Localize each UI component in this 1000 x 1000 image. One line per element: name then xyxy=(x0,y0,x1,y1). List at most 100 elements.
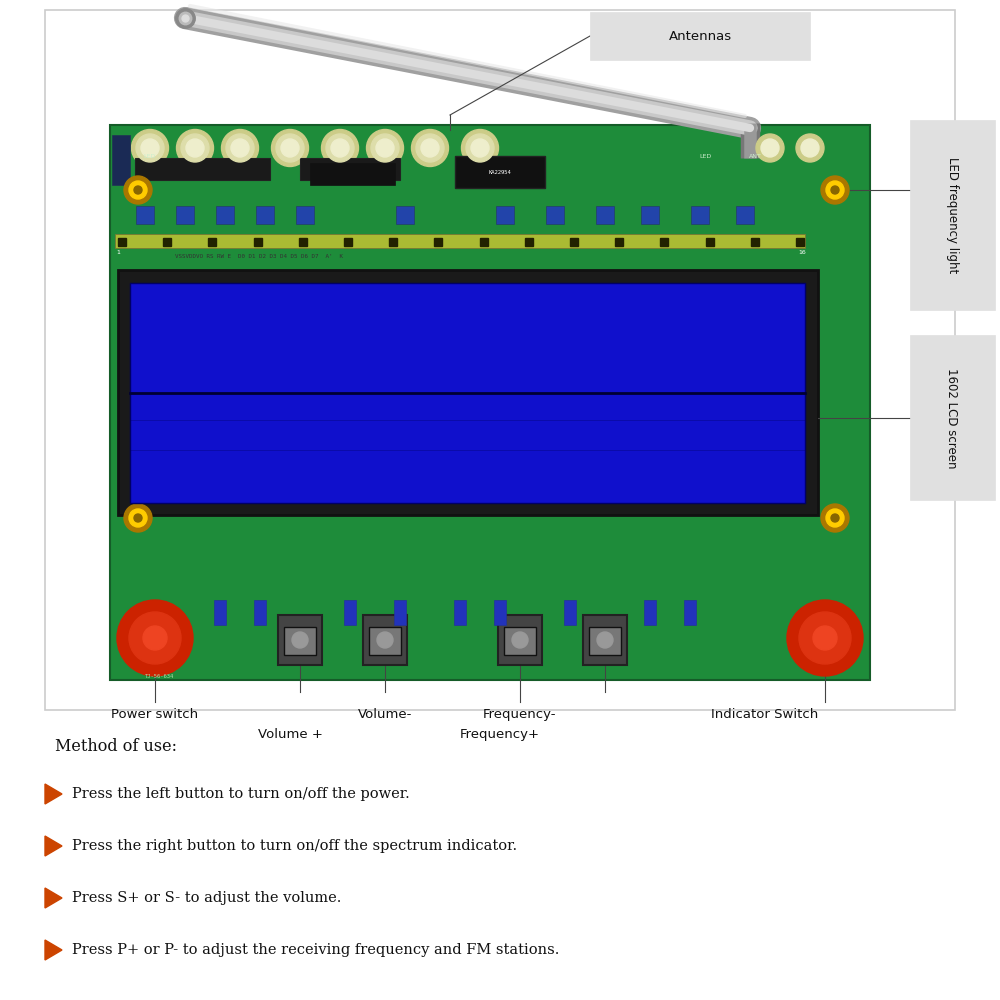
Text: Antennas: Antennas xyxy=(668,29,732,42)
Bar xyxy=(176,206,194,224)
Text: 16: 16 xyxy=(798,250,806,255)
Bar xyxy=(118,238,126,246)
Circle shape xyxy=(132,129,168,166)
Circle shape xyxy=(117,600,193,676)
Bar xyxy=(208,238,216,246)
Bar xyxy=(299,238,307,246)
Polygon shape xyxy=(45,836,62,856)
FancyBboxPatch shape xyxy=(590,12,810,60)
Circle shape xyxy=(466,134,494,162)
Text: 1: 1 xyxy=(116,250,120,255)
Bar xyxy=(254,238,262,246)
Circle shape xyxy=(124,504,152,532)
Polygon shape xyxy=(45,940,62,960)
Circle shape xyxy=(421,139,439,157)
Text: Indicator Switch: Indicator Switch xyxy=(711,708,819,721)
Circle shape xyxy=(787,600,863,676)
Circle shape xyxy=(831,514,839,522)
Bar xyxy=(118,270,818,515)
Text: ANT: ANT xyxy=(749,154,761,159)
Circle shape xyxy=(143,626,167,650)
Circle shape xyxy=(412,129,448,166)
Text: Power switch: Power switch xyxy=(111,708,199,721)
Text: KA22954: KA22954 xyxy=(489,170,511,175)
Bar xyxy=(136,206,154,224)
Circle shape xyxy=(512,632,528,648)
Bar xyxy=(394,600,406,625)
Circle shape xyxy=(322,129,358,166)
Bar xyxy=(216,206,234,224)
Bar xyxy=(455,156,545,188)
Bar xyxy=(110,125,870,680)
Text: TJ-56-634: TJ-56-634 xyxy=(145,674,174,679)
Circle shape xyxy=(292,632,308,648)
Bar xyxy=(736,206,754,224)
Circle shape xyxy=(376,139,394,157)
Bar xyxy=(256,206,274,224)
Bar xyxy=(691,206,709,224)
Circle shape xyxy=(141,139,159,157)
Bar xyxy=(644,600,656,625)
Circle shape xyxy=(134,186,142,194)
Circle shape xyxy=(796,134,824,162)
Circle shape xyxy=(326,134,354,162)
Bar xyxy=(525,238,533,246)
Circle shape xyxy=(462,129,498,166)
Text: Frequency-: Frequency- xyxy=(483,708,557,721)
Circle shape xyxy=(134,514,142,522)
Bar xyxy=(278,615,322,665)
Polygon shape xyxy=(45,888,62,908)
Bar xyxy=(564,600,576,625)
Bar xyxy=(344,600,356,625)
Bar xyxy=(796,238,804,246)
Bar xyxy=(494,600,506,625)
Circle shape xyxy=(181,134,209,162)
Bar xyxy=(45,10,955,710)
Circle shape xyxy=(756,134,784,162)
FancyBboxPatch shape xyxy=(910,120,995,310)
Bar xyxy=(684,600,696,625)
Text: LED: LED xyxy=(699,154,711,159)
Text: 1602 LCD screen: 1602 LCD screen xyxy=(946,368,958,468)
Bar xyxy=(480,238,488,246)
Polygon shape xyxy=(45,784,62,804)
Bar xyxy=(641,206,659,224)
Circle shape xyxy=(801,139,819,157)
Bar xyxy=(310,163,395,185)
Circle shape xyxy=(371,134,399,162)
Bar xyxy=(454,600,466,625)
Circle shape xyxy=(331,139,349,157)
Circle shape xyxy=(821,504,849,532)
Circle shape xyxy=(176,129,214,166)
Bar xyxy=(498,615,542,665)
Circle shape xyxy=(136,134,164,162)
Bar xyxy=(115,234,805,248)
Circle shape xyxy=(416,134,444,162)
Bar xyxy=(369,627,401,655)
Circle shape xyxy=(231,139,249,157)
Text: Press P+ or P- to adjust the receiving frequency and FM stations.: Press P+ or P- to adjust the receiving f… xyxy=(72,943,559,957)
Bar xyxy=(434,238,442,246)
Circle shape xyxy=(276,134,304,162)
Bar xyxy=(496,206,514,224)
Circle shape xyxy=(129,181,147,199)
Circle shape xyxy=(186,139,204,157)
Bar xyxy=(284,627,316,655)
Circle shape xyxy=(366,129,404,166)
Circle shape xyxy=(799,612,851,664)
Circle shape xyxy=(226,134,254,162)
Circle shape xyxy=(761,139,779,157)
Bar xyxy=(660,238,668,246)
Circle shape xyxy=(124,176,152,204)
Text: Volume-: Volume- xyxy=(358,708,412,721)
Bar xyxy=(751,238,759,246)
Bar xyxy=(389,238,397,246)
Circle shape xyxy=(281,139,299,157)
Bar xyxy=(130,283,805,503)
Text: VSSVDDVO RS RW E  D0 D1 D2 D3 D4 D5 D6 D7  A'  K: VSSVDDVO RS RW E D0 D1 D2 D3 D4 D5 D6 D7… xyxy=(175,254,343,259)
Circle shape xyxy=(821,176,849,204)
Bar xyxy=(135,158,270,180)
Bar xyxy=(363,615,407,665)
Bar xyxy=(112,135,130,185)
Bar xyxy=(596,206,614,224)
